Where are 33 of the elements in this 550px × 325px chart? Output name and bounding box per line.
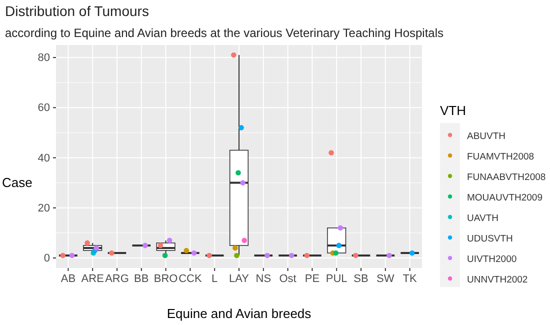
legend-label: MOUAUVTH2009 <box>467 192 542 204</box>
x-tick-label: BRO <box>154 272 178 285</box>
x-tick-label: Ost <box>279 272 296 285</box>
y-tick-label: 0 <box>44 252 50 264</box>
x-tick-label: TK <box>402 272 418 285</box>
x-tick-label: PUL <box>326 272 348 285</box>
x-tick-label: NS <box>256 272 272 285</box>
legend-label: ABUVTH <box>467 131 506 142</box>
x-tick-label: CCK <box>178 272 202 285</box>
legend-label: UIVTH2000 <box>467 254 517 265</box>
x-tick-label: SW <box>376 272 395 285</box>
y-tick-label: 60 <box>38 102 50 114</box>
x-tick-label: ARG <box>105 272 129 285</box>
x-tick-label: LAY <box>229 272 250 285</box>
legend-label: UNNVTH2002 <box>467 274 528 286</box>
legend-title: VTH <box>440 103 466 118</box>
x-axis-title: Equine and Avian breeds <box>166 306 312 321</box>
y-tick-label: 20 <box>38 202 50 214</box>
chart-title: Distribution of Tumours <box>5 3 149 19</box>
x-tick-label: ARE <box>81 272 104 285</box>
y-tick-label: 80 <box>38 52 50 64</box>
chart-subtitle: according to Equine and Avian breeds at the various Veterinary Teaching Hospitals <box>5 26 444 40</box>
x-tick-label: SB <box>354 272 368 285</box>
x-tick-label: BB <box>134 272 149 285</box>
x-tick-label: PE <box>304 272 320 285</box>
x-tick-label: AB <box>60 272 76 285</box>
y-tick-label: 40 <box>38 152 50 164</box>
legend-label: FUNAABVTH2008 <box>467 172 546 183</box>
legend-label: UDUSVTH <box>467 234 514 244</box>
legend-label: UAVTH <box>467 213 499 224</box>
y-axis-title: Case <box>2 174 32 190</box>
x-tick-label: L <box>212 272 218 285</box>
legend-label: FUAMVTH2008 <box>467 152 534 162</box>
